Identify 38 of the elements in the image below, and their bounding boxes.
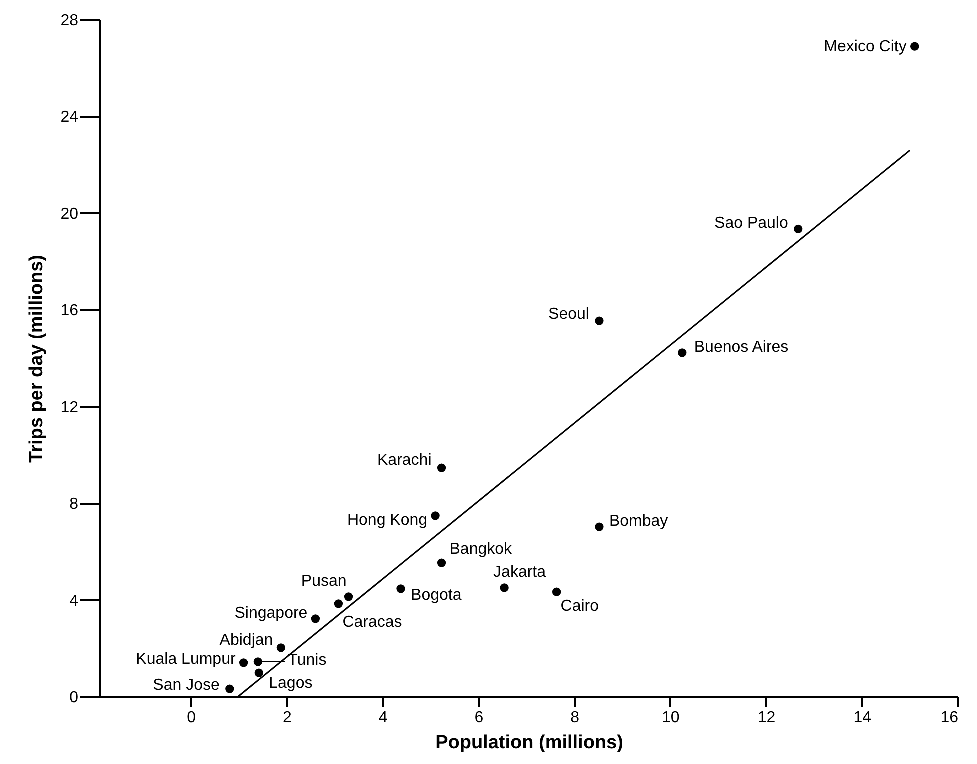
- series-label: Kuala Lumpur: [136, 650, 236, 668]
- y-tick-label: 4: [70, 592, 79, 610]
- x-tick-label: 12: [758, 710, 776, 726]
- legend-label: Tunis: [288, 652, 327, 669]
- series-label: Karachi: [378, 452, 432, 470]
- series-label: Sao Paulo: [714, 215, 788, 232]
- x-tick-label: 4: [378, 710, 388, 726]
- x-tick-label: 6: [474, 710, 484, 726]
- y-tick-label: 8: [70, 496, 79, 514]
- series-label: Jakarta: [494, 564, 546, 581]
- y-tick-label: 20: [60, 206, 79, 223]
- y-tick-label: 0: [70, 690, 79, 706]
- x-tick-label: 0: [187, 710, 196, 726]
- series-label: Cairo: [560, 598, 600, 616]
- series-label: Mexico City: [824, 38, 907, 56]
- y-tick-label: 12: [60, 399, 79, 416]
- series-label: Pusan: [301, 572, 347, 590]
- series-label: Singapore: [234, 604, 308, 622]
- series-label: Lagos: [269, 675, 313, 692]
- series-label: Caracas: [342, 614, 402, 631]
- x-tick-label: 2: [282, 710, 292, 726]
- series-label: Bombay: [609, 513, 668, 530]
- series-label: San Jose: [153, 677, 220, 694]
- x-tick-label: 10: [662, 710, 680, 726]
- series-label: Bogota: [411, 586, 462, 604]
- y-tick-label: 28: [60, 12, 79, 30]
- y-axis-title: Trips per day (millions): [26, 255, 48, 463]
- x-axis-title: Population (millions): [436, 732, 624, 754]
- series-label: Buenos Aires: [694, 338, 789, 356]
- series-label: Abidjan: [220, 632, 274, 649]
- x-tick-label: 14: [854, 710, 872, 726]
- series-label: Hong Kong: [347, 512, 428, 529]
- y-tick-label: 24: [60, 109, 79, 126]
- x-tick-label: 8: [570, 710, 580, 726]
- x-tick-label: 16: [940, 710, 959, 726]
- series-label: Seoul: [548, 306, 590, 324]
- y-tick-label: 16: [60, 302, 79, 320]
- series-label: Bangkok: [450, 541, 514, 558]
